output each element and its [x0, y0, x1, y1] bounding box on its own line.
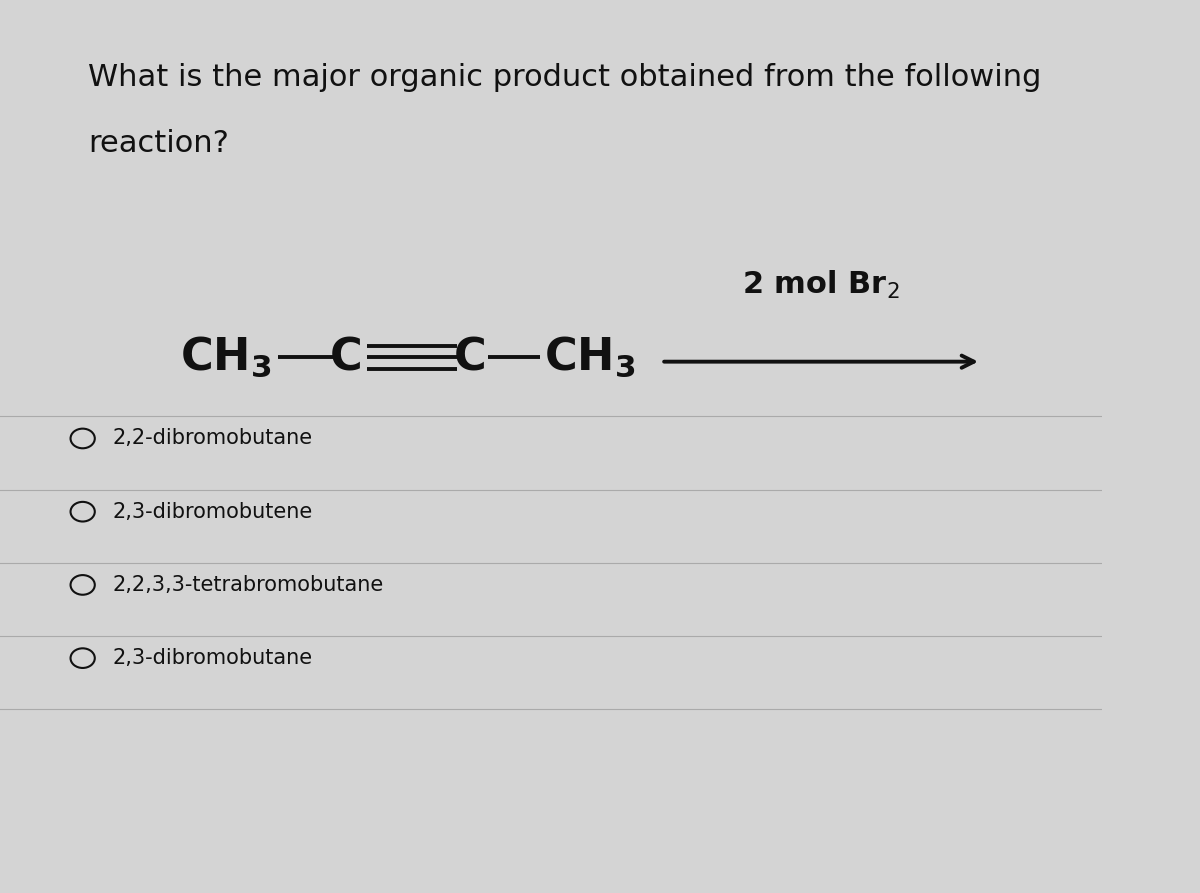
Text: 2,2,3,3-tetrabromobutane: 2,2,3,3-tetrabromobutane — [113, 575, 384, 595]
Text: What is the major organic product obtained from the following: What is the major organic product obtain… — [88, 63, 1042, 91]
Text: 2 mol Br$_2$: 2 mol Br$_2$ — [743, 269, 900, 301]
Text: 2,3-dibromobutane: 2,3-dibromobutane — [113, 648, 312, 668]
Text: reaction?: reaction? — [88, 129, 229, 158]
Text: 2,3-dibromobutene: 2,3-dibromobutene — [113, 502, 313, 522]
Text: $\mathbf{CH_3}$: $\mathbf{CH_3}$ — [544, 335, 636, 380]
Text: 2,2-dibromobutane: 2,2-dibromobutane — [113, 429, 312, 448]
Text: $\mathbf{C}$: $\mathbf{C}$ — [452, 336, 485, 379]
Text: $\mathbf{C}$: $\mathbf{C}$ — [329, 336, 361, 379]
Text: $\mathbf{CH_3}$: $\mathbf{CH_3}$ — [180, 335, 271, 380]
